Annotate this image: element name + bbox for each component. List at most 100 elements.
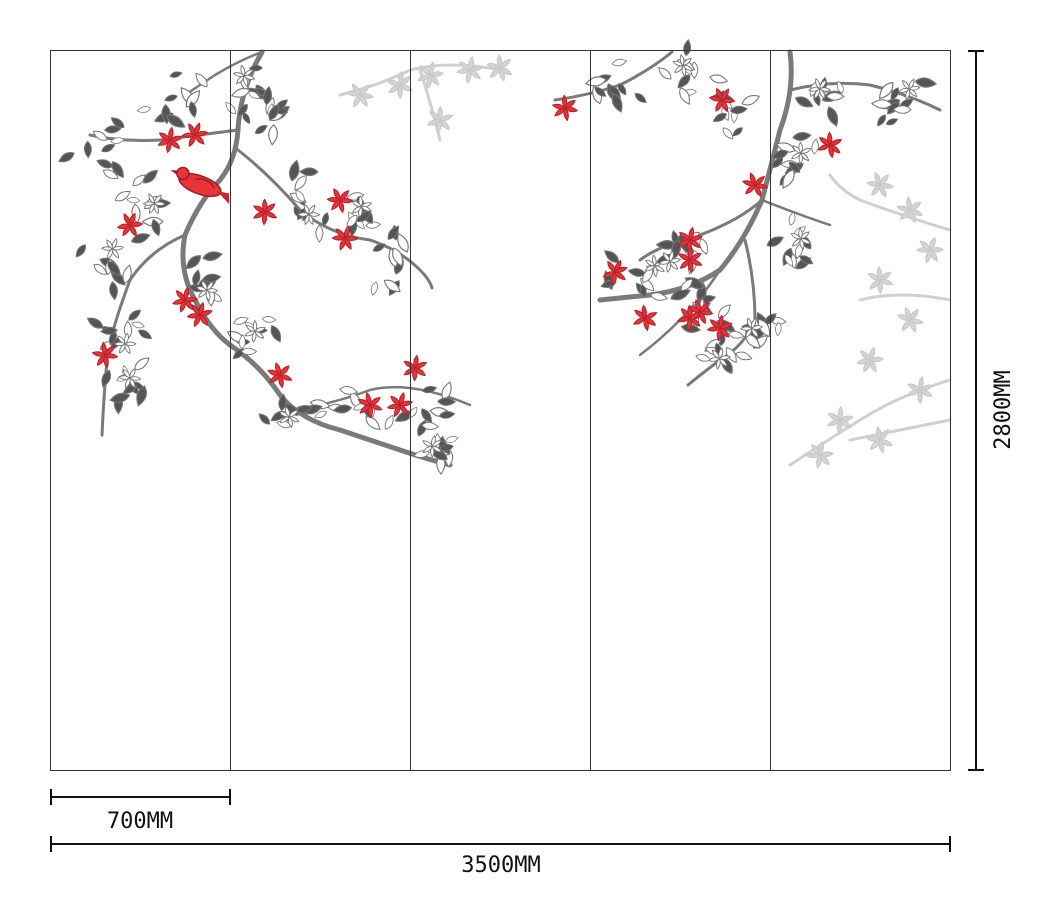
- leaf-icon: [617, 83, 627, 96]
- leaf-icon: [278, 393, 287, 412]
- white-magnolia-icon: [897, 78, 921, 101]
- leaf-icon: [123, 320, 133, 339]
- red-magnolia-icon: [357, 391, 383, 419]
- leaf-icon: [142, 169, 159, 184]
- leaf-icon: [126, 197, 141, 204]
- leaf-icon: [709, 74, 729, 84]
- leaf-icon: [109, 281, 118, 301]
- leaf-icon: [792, 132, 812, 141]
- leaf-icon: [383, 279, 401, 293]
- leaf-icon: [611, 58, 628, 67]
- leaf-icon: [745, 333, 761, 349]
- red-magnolia-icon: [267, 362, 293, 389]
- leaf-icon: [110, 117, 125, 129]
- leaf-icon: [699, 237, 708, 255]
- leaf-icon: [299, 167, 319, 177]
- leaf-icon: [263, 85, 273, 106]
- ghost-magnolia-icon: [486, 53, 513, 82]
- white-magnolia-icon: [740, 317, 764, 339]
- leaf-icon: [238, 334, 246, 350]
- red-magnolia-icon: [326, 188, 354, 214]
- leaf-icon: [315, 224, 324, 243]
- leaf-icon: [58, 152, 75, 163]
- red-magnolia-icon: [91, 341, 119, 369]
- leaf-icon: [254, 125, 268, 134]
- leaf-icon: [114, 190, 131, 202]
- leaf-icon: [799, 255, 814, 265]
- red-magnolia-icon: [386, 392, 414, 418]
- leaf-icon: [594, 86, 607, 97]
- leaf-icon: [185, 255, 202, 270]
- leaf-icon: [101, 369, 112, 388]
- leaf-icon: [93, 263, 108, 275]
- ghost-magnolia-icon: [346, 83, 375, 108]
- ghost-magnolia-icon: [826, 405, 854, 435]
- leaf-icon: [782, 169, 795, 189]
- ghost-branches-artwork: [338, 53, 952, 469]
- leaf-icon: [132, 174, 146, 187]
- white-magnolia-icon: [707, 347, 731, 370]
- panel-outline: [50, 50, 951, 771]
- white-magnolia-icon: [790, 227, 812, 251]
- white-magnolia-icon: [232, 64, 256, 88]
- leaf-icon: [370, 281, 378, 296]
- leaf-icon: [314, 410, 328, 419]
- leaf-icon: [878, 81, 894, 100]
- leaf-icon: [122, 264, 132, 284]
- white-magnolia-icon: [297, 203, 321, 226]
- white-magnolia-icon: [100, 238, 125, 260]
- ghost-magnolia-icon: [866, 426, 893, 454]
- leaf-icon: [914, 77, 938, 88]
- ghost-magnolia-icon: [906, 375, 934, 405]
- white-magnolia-icon: [278, 405, 300, 429]
- leaf-icon: [104, 125, 122, 134]
- leaf-icon: [138, 329, 153, 339]
- leaf-icon: [332, 404, 353, 414]
- leaf-icon: [725, 347, 737, 364]
- leaf-icon: [408, 406, 418, 419]
- leaf-icon: [295, 405, 313, 414]
- ghost-magnolia-icon: [386, 70, 413, 100]
- height-dimension: [968, 50, 984, 771]
- leaf-icon: [611, 93, 623, 113]
- leaf-icon: [788, 211, 796, 226]
- red-magnolia-icon: [706, 314, 733, 342]
- leaf-icon: [195, 72, 208, 88]
- leaf-icon: [100, 326, 118, 335]
- ghost-magnolia-icon: [856, 346, 885, 373]
- white-magnolia-icon: [808, 77, 832, 100]
- leaf-icon: [237, 103, 248, 117]
- white-magnolia-icon: [142, 193, 166, 215]
- leaf-icon: [136, 106, 152, 113]
- leaf-icon: [892, 105, 912, 114]
- height-label: 2800MM: [991, 370, 1016, 449]
- leaf-icon: [111, 161, 124, 179]
- leaf-icon: [136, 385, 147, 407]
- leaf-icon: [163, 94, 178, 102]
- leaf-icon: [202, 251, 223, 262]
- leaf-icon: [441, 381, 452, 401]
- leaf-icon: [387, 225, 400, 240]
- red-magnolia-icon: [181, 122, 209, 148]
- leaf-icon: [679, 87, 690, 105]
- white-magnolia-icon: [195, 279, 219, 302]
- red-magnolia-icon: [678, 246, 703, 274]
- leaf-icon: [240, 347, 258, 356]
- leaf-icon: [634, 93, 647, 103]
- red-magnolia-icon: [116, 212, 144, 237]
- leaf-icon: [322, 212, 329, 227]
- leaf-icon: [722, 127, 734, 140]
- leaf-icon: [166, 114, 186, 128]
- red-magnolia-icon: [687, 299, 714, 325]
- leaf-icon: [421, 408, 432, 424]
- leaf-icon: [680, 278, 694, 291]
- leaf-icon: [248, 91, 261, 99]
- leaf-icon: [268, 123, 278, 146]
- leaf-icon: [438, 411, 456, 419]
- leaf-icon: [729, 105, 748, 115]
- white-magnolia-icon: [351, 194, 373, 218]
- white-magnolia-icon: [244, 319, 266, 343]
- leaf-icon: [836, 80, 844, 94]
- leaf-icon: [732, 127, 743, 137]
- red-magnolia-icon: [742, 172, 769, 198]
